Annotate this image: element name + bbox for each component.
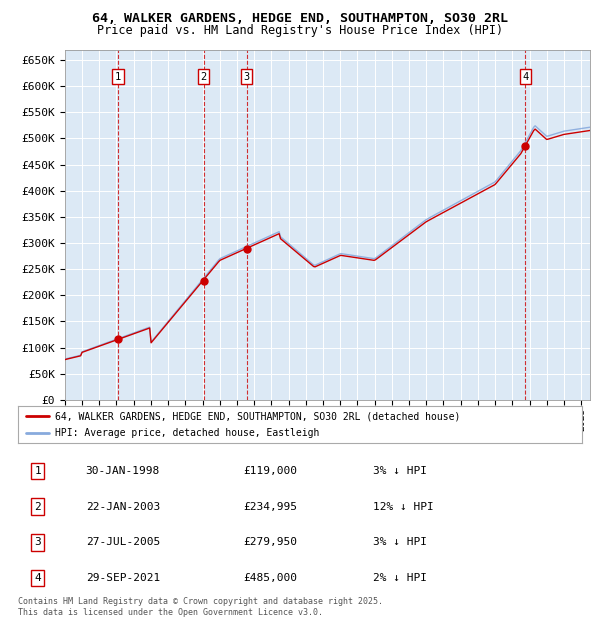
Text: 4: 4 [34, 573, 41, 583]
Text: 64, WALKER GARDENS, HEDGE END, SOUTHAMPTON, SO30 2RL: 64, WALKER GARDENS, HEDGE END, SOUTHAMPT… [92, 12, 508, 25]
Text: £485,000: £485,000 [244, 573, 298, 583]
Text: 30-JAN-1998: 30-JAN-1998 [86, 466, 160, 476]
Text: 3: 3 [34, 537, 41, 547]
Text: 3% ↓ HPI: 3% ↓ HPI [373, 537, 427, 547]
Text: HPI: Average price, detached house, Eastleigh: HPI: Average price, detached house, East… [55, 428, 319, 438]
Text: Price paid vs. HM Land Registry's House Price Index (HPI): Price paid vs. HM Land Registry's House … [97, 24, 503, 37]
Text: 1: 1 [34, 466, 41, 476]
Text: 12% ↓ HPI: 12% ↓ HPI [373, 502, 434, 512]
Text: 2% ↓ HPI: 2% ↓ HPI [373, 573, 427, 583]
Text: £234,995: £234,995 [244, 502, 298, 512]
Text: 2: 2 [200, 72, 206, 82]
Text: £279,950: £279,950 [244, 537, 298, 547]
Text: 3: 3 [244, 72, 250, 82]
Text: 27-JUL-2005: 27-JUL-2005 [86, 537, 160, 547]
Text: 3% ↓ HPI: 3% ↓ HPI [373, 466, 427, 476]
Text: 29-SEP-2021: 29-SEP-2021 [86, 573, 160, 583]
Text: 2: 2 [34, 502, 41, 512]
Text: 64, WALKER GARDENS, HEDGE END, SOUTHAMPTON, SO30 2RL (detached house): 64, WALKER GARDENS, HEDGE END, SOUTHAMPT… [55, 411, 460, 421]
Text: 22-JAN-2003: 22-JAN-2003 [86, 502, 160, 512]
Text: 4: 4 [522, 72, 529, 82]
Text: 1: 1 [115, 72, 121, 82]
Text: £119,000: £119,000 [244, 466, 298, 476]
Text: Contains HM Land Registry data © Crown copyright and database right 2025.
This d: Contains HM Land Registry data © Crown c… [18, 598, 383, 617]
